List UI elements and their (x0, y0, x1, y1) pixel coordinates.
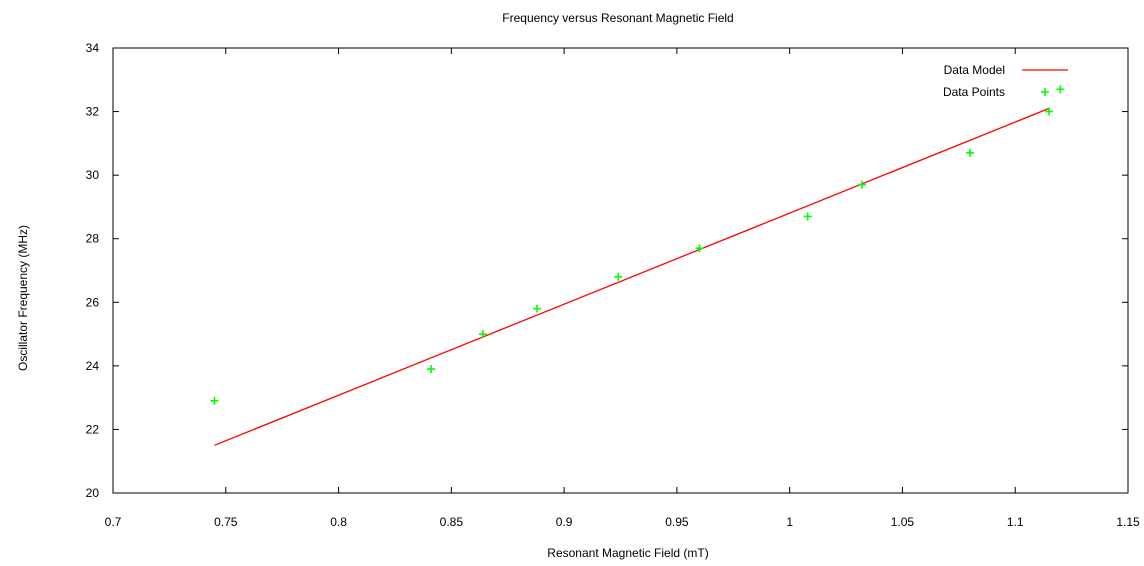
x-tick-label: 0.95 (665, 515, 689, 529)
x-axis-title: Resonant Magnetic Field (mT) (547, 546, 708, 560)
y-tick-label: 22 (86, 422, 100, 436)
y-tick-label: 34 (86, 41, 100, 55)
x-tick-label: 1.05 (891, 515, 915, 529)
legend-label: Data Points (943, 85, 1005, 99)
x-tick-label: 1.15 (1116, 515, 1140, 529)
y-tick-label: 24 (86, 359, 100, 373)
data-point (478, 330, 487, 339)
x-tick-label: 0.85 (440, 515, 464, 529)
y-axis-title: Oscillator Frequency (MHz) (16, 225, 30, 371)
data-point (533, 304, 542, 313)
legend: Data Model Data Points (943, 63, 1068, 99)
series-layer (210, 85, 1065, 446)
y-tick-label: 20 (86, 486, 100, 500)
x-tick-label: 0.9 (556, 515, 573, 529)
y-tick-label: 32 (86, 105, 100, 119)
data-point (210, 396, 219, 405)
x-tick-label: 1.1 (1007, 515, 1024, 529)
legend-label: Data Model (944, 63, 1005, 77)
y-tick-label: 30 (86, 168, 100, 182)
y-tick-label: 28 (86, 232, 100, 246)
data-point (614, 272, 623, 281)
chart-title: Frequency versus Resonant Magnetic Field (502, 11, 733, 25)
legend-point-swatch (1041, 88, 1049, 96)
y-axis: 20 22 24 26 28 30 32 34 (86, 41, 1128, 500)
data-point (857, 180, 866, 189)
data-point (427, 365, 436, 374)
data-point (1056, 85, 1065, 94)
data-point (1045, 107, 1054, 116)
plot-frame (112, 47, 1129, 494)
y-tick-label: 26 (86, 295, 100, 309)
data-point (966, 148, 975, 157)
data-point (695, 244, 704, 253)
data-model-line (214, 107, 1050, 446)
data-point (803, 212, 812, 221)
x-axis: 0.7 0.75 0.8 0.85 0.9 0.95 1 1.05 1.1 1.15 (105, 48, 1140, 529)
x-tick-label: 1 (786, 515, 793, 529)
x-tick-label: 0.7 (105, 515, 122, 529)
x-tick-label: 0.75 (214, 515, 238, 529)
x-tick-label: 0.8 (330, 515, 347, 529)
